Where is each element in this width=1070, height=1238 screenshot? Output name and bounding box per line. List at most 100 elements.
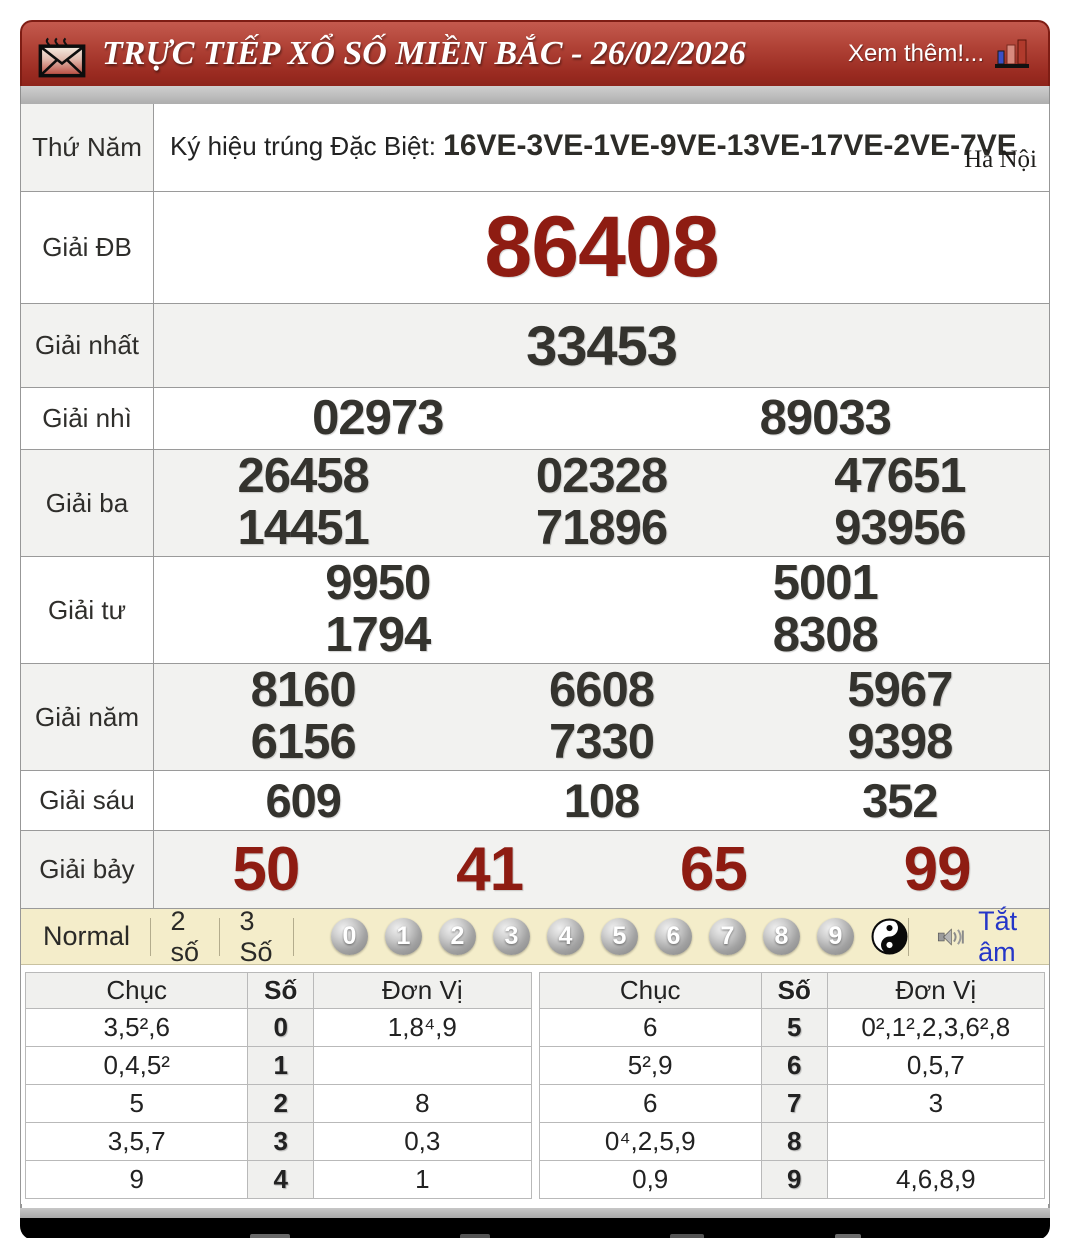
stats-row: 6 5 0²,1²,2,3,6²,8 (538, 1008, 1046, 1047)
stats-cell-donvi (313, 1046, 532, 1085)
col-header-chuc: Chục (24, 972, 249, 1009)
prize-label: Giải năm (21, 664, 154, 770)
yin-yang-icon[interactable] (871, 918, 908, 955)
prize-number: 6156 (250, 715, 357, 769)
col-header-so: Số (760, 972, 828, 1009)
prize-number: 93956 (834, 501, 966, 555)
bar-chart-icon[interactable] (994, 37, 1030, 71)
stats-row: 3,5,7 3 0,3 (24, 1122, 532, 1161)
digit-ball-3[interactable]: 3 (493, 918, 530, 955)
stats-cell-donvi: 0,5,7 (826, 1046, 1046, 1085)
stats-cell-donvi: 3 (826, 1084, 1046, 1123)
prize-number: 89033 (759, 390, 892, 445)
stats-cell-so: 0 (247, 1008, 315, 1047)
stats-cell-donvi: 0²,1²,2,3,6²,8 (826, 1008, 1046, 1047)
lottery-widget: TRỰC TIẾP XỔ SỐ MIỀN BẮC - 26/02/2026 Xe… (20, 20, 1050, 1238)
stats-cell-so: 9 (760, 1160, 828, 1199)
stats-cell-chuc: 6 (538, 1084, 762, 1123)
prize-number: 352 (862, 773, 938, 827)
content-frame: Thứ Năm Ký hiệu trúng Đặc Biệt: 16VE-3VE… (20, 104, 1050, 1208)
prize-number: 5967 (847, 663, 953, 718)
stats-cell-so: 2 (247, 1084, 315, 1123)
col-header-donvi: Đơn Vị (826, 972, 1046, 1009)
stats-cell-chuc: 5 (24, 1084, 249, 1123)
prize-number: 99 (903, 834, 972, 904)
header-bar: TRỰC TIẾP XỔ SỐ MIỀN BẮC - 26/02/2026 Xe… (20, 20, 1050, 86)
mute-button[interactable]: Tắt âm (978, 905, 1018, 967)
prize-row: Giải ĐB 86408 (21, 192, 1049, 304)
digit-ball-7[interactable]: 7 (709, 918, 746, 955)
prize-number: 7330 (548, 715, 655, 769)
digit-ball-9[interactable]: 9 (817, 918, 854, 955)
prize-number: 71896 (535, 501, 668, 555)
stats-cell-so: 3 (247, 1122, 315, 1161)
stats-cell-donvi (826, 1122, 1046, 1161)
special-sign-code: 16VE-3VE-1VE-9VE-13VE-17VE-2VE-7VE (443, 129, 1017, 162)
prize-label: Giải ĐB (21, 192, 154, 303)
prize-number: 9398 (847, 715, 953, 769)
prize-number: 14451 (237, 501, 370, 555)
col-header-so: Số (247, 972, 315, 1009)
prize-number: 26458 (237, 449, 370, 504)
prize-number: 41 (456, 834, 524, 904)
stats-table-left: Chục Số Đơn Vị 3,5²,6 0 1,8⁴,9 0,4,5² 1 5 2 8 3,… (24, 972, 532, 1199)
mode-normal[interactable]: Normal (43, 921, 131, 951)
col-header-chuc: Chục (538, 972, 762, 1009)
prize-label: Giải ba (21, 450, 154, 556)
stats-cell-so: 7 (760, 1084, 828, 1123)
region-label: Hà Nội (964, 146, 1037, 173)
stats-row: 0,9 9 4,6,8,9 (538, 1160, 1046, 1199)
stats-cell-so: 6 (760, 1046, 828, 1085)
digit-ball-4[interactable]: 4 (547, 918, 584, 955)
digit-stats-section: Chục Số Đơn Vị 3,5²,6 0 1,8⁴,9 0,4,5² 1 5 2 8 3,… (21, 965, 1049, 1204)
stats-cell-chuc: 5²,9 (538, 1046, 762, 1085)
prize-number: 9950 (325, 556, 431, 611)
prize-number: 108 (563, 773, 640, 827)
prize-number: 50 (232, 834, 300, 904)
stats-cell-donvi: 1 (313, 1160, 532, 1199)
stats-row: 3,5²,6 0 1,8⁴,9 (24, 1008, 532, 1047)
stats-cell-chuc: 0⁴,2,5,9 (538, 1122, 762, 1161)
weekday-label: Thứ Năm (21, 104, 154, 191)
stats-cell-so: 5 (760, 1008, 828, 1047)
prize-row: Giải bảy 50 41 65 99 (21, 831, 1049, 909)
prize-row: Giải nhất 33453 (21, 304, 1049, 388)
digit-ball-8[interactable]: 8 (763, 918, 800, 955)
top-divider-strip (20, 86, 1050, 104)
mode-2so[interactable]: 2 số (170, 905, 200, 967)
digit-ball-0[interactable]: 0 (331, 918, 368, 955)
prize-number: 1794 (325, 608, 431, 662)
speaker-icon[interactable] (937, 921, 966, 953)
prize-number: 33453 (526, 313, 678, 377)
stats-cell-donvi: 0,3 (313, 1122, 532, 1161)
prize-number: 86408 (484, 198, 719, 295)
prize-row: Giải ba 26458 02328 47651 14451 71896 93956 (21, 450, 1049, 557)
stats-cell-chuc: 0,9 (538, 1160, 762, 1199)
special-sign-cell: Ký hiệu trúng Đặc Biệt: 16VE-3VE-1VE-9VE… (154, 117, 1049, 178)
stats-cell-chuc: 3,5,7 (24, 1122, 249, 1161)
stats-cell-so: 1 (247, 1046, 315, 1085)
prize-row: Giải tư 9950 5001 1794 8308 (21, 557, 1049, 664)
stats-cell-donvi: 1,8⁴,9 (313, 1008, 532, 1047)
prize-row: Giải sáu 609 108 352 (21, 771, 1049, 831)
mode-3so[interactable]: 3 Số (239, 905, 273, 967)
digit-ball-6[interactable]: 6 (655, 918, 692, 955)
digit-ball-2[interactable]: 2 (439, 918, 476, 955)
see-more-link[interactable]: Xem thêm!... (847, 40, 984, 67)
prize-label: Giải nhất (21, 304, 154, 387)
stats-row: 5²,9 6 0,5,7 (538, 1046, 1046, 1085)
prize-label: Giải sáu (21, 771, 154, 830)
digit-ball-1[interactable]: 1 (385, 918, 422, 955)
page-title: TRỰC TIẾP XỔ SỐ MIỀN BẮC - 26/02/2026 (102, 35, 746, 72)
footer-strip (20, 1208, 1050, 1218)
stats-cell-donvi: 8 (313, 1084, 532, 1123)
digit-ball-5[interactable]: 5 (601, 918, 638, 955)
sound-controls: Tắt âm (908, 906, 1033, 968)
prize-label: Giải bảy (21, 831, 154, 908)
prize-table: Giải ĐB 86408 Giải nhất 33453 Giải nhì 02973 8… (21, 192, 1049, 909)
